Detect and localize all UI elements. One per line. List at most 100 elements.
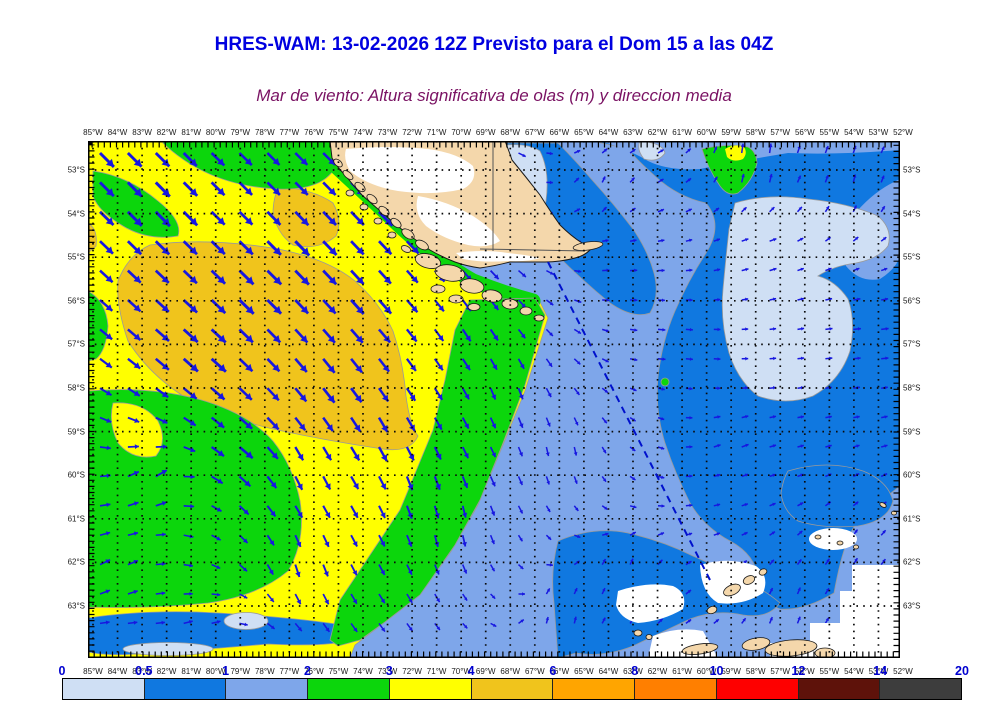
land-island — [390, 217, 402, 229]
wave-arrow-head — [575, 177, 579, 182]
wave-arrow-head — [717, 357, 721, 361]
ocean-0-05m — [638, 141, 666, 161]
lon-label-bottom: 56°W — [794, 667, 815, 676]
wave-arrow-head — [462, 541, 467, 547]
wave-arrow-head — [435, 570, 440, 575]
wave-arrow-head — [243, 595, 248, 599]
colorbar-tick-label: 20 — [955, 664, 969, 678]
wave-arrow-head — [605, 532, 609, 536]
wave-arrow-head — [162, 418, 168, 424]
wave-arrow-head — [327, 395, 335, 403]
wave-arrow-head — [161, 501, 167, 506]
wave-arrow-head — [380, 598, 385, 604]
lon-label-top: 84°W — [107, 128, 128, 137]
wave-arrow-head — [328, 217, 337, 226]
wave-arrow-head — [661, 475, 665, 479]
lat-label-right: 58°S — [903, 383, 921, 393]
colorbar-segment-1-2 — [225, 679, 308, 699]
wave-arrow-head — [573, 452, 578, 456]
wave-arrow-head — [603, 148, 608, 152]
lat-label-left: 54°S — [67, 209, 85, 219]
ocean-2-3m — [660, 377, 670, 387]
lon-label-top: 54°W — [844, 128, 864, 137]
wave-arrow-head — [881, 175, 885, 179]
lon-label-bottom: 84°W — [107, 667, 128, 676]
wave-arrow-head — [857, 356, 861, 361]
wave-arrow-head — [106, 418, 112, 423]
wave-arrow-head — [881, 206, 885, 210]
wave-arrow-head — [800, 267, 804, 272]
wave-arrow-head — [741, 173, 745, 178]
wave-arrow-head — [324, 599, 329, 605]
lat-label-left: 58°S — [67, 383, 85, 393]
lon-label-bottom: 85°W — [83, 667, 103, 676]
wave-arrow-head — [133, 275, 141, 283]
wave-arrow-head — [549, 151, 553, 156]
wave-arrow-head — [549, 180, 553, 185]
lon-label-bottom: 62°W — [647, 667, 668, 676]
wave-arrow-head — [464, 393, 470, 400]
lat-label-right: 55°S — [903, 252, 921, 262]
lon-label-bottom: 58°W — [745, 667, 766, 676]
wave-arrow-head — [381, 424, 388, 432]
wave-arrow-head — [437, 334, 444, 341]
colorbar-segment-6-8 — [552, 679, 635, 699]
wave-arrow-head — [189, 334, 198, 343]
wave-arrow-head — [300, 276, 309, 285]
colorbar-segment-10-12 — [715, 679, 798, 699]
lat-label-left: 59°S — [67, 427, 85, 437]
wave-arrow-head — [491, 595, 496, 599]
wave-arrow-head — [881, 146, 885, 150]
wave-arrow-head — [547, 508, 551, 512]
wave-arrow-head — [717, 386, 721, 390]
wave-arrow-head — [662, 357, 666, 361]
wave-arrow-head — [242, 567, 248, 572]
wave-arrow-head — [660, 178, 664, 183]
wave-arrow-head — [548, 362, 553, 367]
wave-arrow-head — [491, 452, 496, 458]
wave-arrow-head — [491, 481, 496, 487]
lat-label-right: 54°S — [903, 209, 921, 219]
lon-label-bottom: 65°W — [574, 667, 594, 676]
wave-arrow-head — [604, 389, 608, 393]
wave-arrow-head — [435, 453, 442, 460]
wave-arrow-head — [324, 483, 331, 490]
wave-arrow-head — [829, 327, 833, 331]
wave-arrow-head — [715, 207, 720, 212]
wave-arrow-head — [716, 532, 720, 536]
wave-arrow-head — [772, 297, 777, 301]
no-data-area — [616, 584, 685, 623]
wave-arrow-head — [300, 158, 308, 165]
wave-arrow-head — [687, 148, 691, 152]
wave-arrow-head — [161, 217, 170, 227]
lat-label-right: 62°S — [903, 557, 921, 567]
colorbar-tick-label: 14 — [873, 664, 888, 678]
lon-label-bottom: 67°W — [524, 667, 545, 676]
wave-arrow-head — [885, 356, 889, 361]
wave-arrow-head — [352, 541, 358, 547]
wave-arrow-head — [744, 532, 748, 536]
wave-arrow-head — [633, 238, 637, 243]
wave-arrow-head — [354, 394, 362, 403]
lon-label-top: 79°W — [230, 128, 251, 137]
wave-arrow-head — [105, 333, 113, 340]
colorbar-tick-label: 2 — [303, 664, 311, 678]
lon-label-bottom: 74°W — [353, 667, 373, 676]
page-title: HRES-WAM: 13-02-2026 12Z Previsto para e… — [214, 34, 774, 55]
colorbar-tick-label: 0.5 — [135, 664, 153, 678]
wave-arrow-head — [382, 394, 389, 402]
lon-label-top: 80°W — [205, 128, 226, 137]
wave-arrow-head — [547, 392, 552, 398]
wave-arrow-head — [355, 365, 363, 373]
wave-arrow-head — [383, 276, 391, 284]
wave-arrow-head — [217, 334, 226, 343]
lon-label-top: 55°W — [819, 128, 840, 137]
lon-label-bottom: 83°W — [132, 667, 152, 676]
wave-arrow-head — [518, 452, 523, 457]
wave-arrow-head — [436, 598, 440, 603]
wave-arrow-head — [769, 587, 773, 592]
colorbar-tick-label: 3 — [385, 664, 393, 678]
wave-arrow-head — [884, 297, 889, 302]
colorbar-segment-3-4 — [388, 679, 471, 699]
wave-arrow-head — [438, 305, 444, 312]
